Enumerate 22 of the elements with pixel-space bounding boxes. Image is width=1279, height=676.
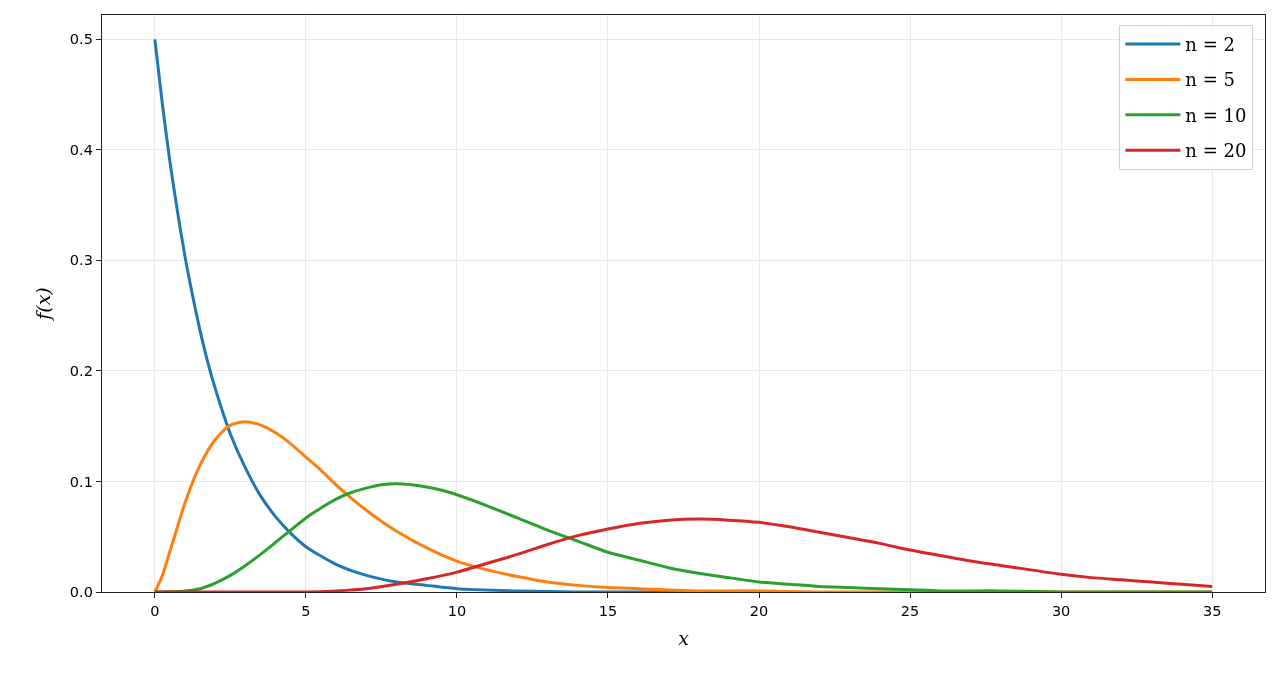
y-tick-label: 0.4 — [69, 141, 93, 158]
x-tick-label: 5 — [301, 602, 311, 619]
line-series — [153, 517, 1214, 592]
x-tick-label: 25 — [900, 602, 920, 619]
legend-label: n = 20 — [1185, 140, 1247, 162]
y-tick-label: 0.0 — [69, 584, 93, 601]
x-tick-label: 10 — [447, 602, 467, 619]
legend-label: n = 5 — [1185, 69, 1235, 91]
x-tick-label: 0 — [150, 602, 160, 619]
legend-label: n = 10 — [1185, 104, 1247, 126]
line-series — [153, 482, 1214, 592]
y-tick-label: 0.1 — [69, 473, 93, 490]
y-axis-title: f(x) — [31, 287, 54, 322]
x-tick-label: 30 — [1051, 602, 1071, 619]
legend-label: n = 2 — [1185, 34, 1235, 56]
y-tick-label: 0.2 — [69, 363, 93, 380]
x-tick-label: 20 — [749, 602, 769, 619]
x-tick-label: 15 — [598, 602, 618, 619]
x-tick-label: 35 — [1202, 602, 1222, 619]
x-axis-title: x — [678, 627, 690, 650]
y-tick-label: 0.3 — [69, 252, 93, 269]
y-tick-label: 0.5 — [69, 31, 93, 48]
